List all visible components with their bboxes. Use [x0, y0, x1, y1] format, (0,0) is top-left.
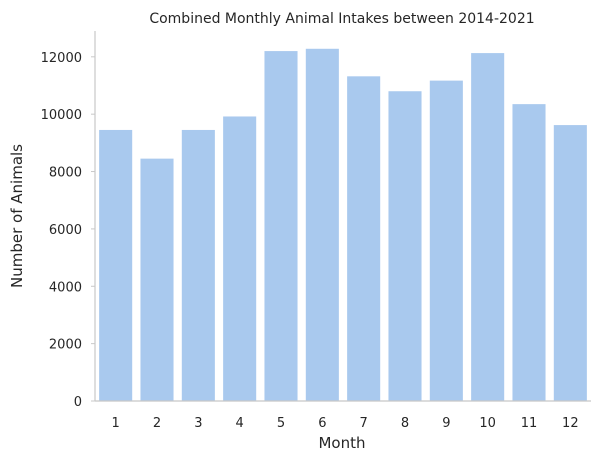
x-tick-label: 11	[521, 416, 538, 431]
x-tick-label: 4	[236, 416, 244, 431]
x-tick-label: 1	[112, 416, 120, 431]
bar-month-12	[553, 125, 587, 402]
bar-month-3	[181, 129, 215, 401]
bar-month-7	[347, 76, 381, 401]
y-axis-label: Number of Animals	[8, 144, 26, 288]
bars-group	[99, 48, 587, 402]
x-tick-label: 6	[318, 416, 326, 431]
x-tick-label: 2	[153, 416, 161, 431]
bar-month-1	[99, 129, 133, 401]
bar-month-5	[264, 51, 298, 402]
bar-month-2	[140, 158, 174, 401]
x-tick-label: 9	[442, 416, 450, 431]
x-tick-label: 3	[194, 416, 202, 431]
y-tick-label: 10000	[41, 108, 82, 123]
x-tick-label: 5	[277, 416, 285, 431]
bar-month-6	[305, 48, 339, 401]
bar-month-10	[471, 53, 505, 402]
x-tick-labels: 1 2 3 4 5 6 7 8 9 10 11 12	[112, 416, 579, 431]
x-tick-label: 7	[360, 416, 368, 431]
bar-month-11	[512, 104, 546, 402]
chart-title: Combined Monthly Animal Intakes between …	[149, 11, 534, 27]
y-tick-label: 12000	[41, 51, 82, 66]
x-tick-label: 12	[562, 416, 579, 431]
y-tick-label: 6000	[49, 223, 82, 238]
y-ticks: 0 2000 4000 6000 8000 10000 12000	[41, 51, 95, 410]
bar-month-4	[223, 116, 257, 401]
bar-month-8	[388, 91, 422, 402]
x-axis-label: Month	[318, 434, 365, 452]
y-tick-label: 8000	[49, 166, 82, 181]
x-tick-label: 8	[401, 416, 409, 431]
y-tick-label: 2000	[49, 338, 82, 353]
y-tick-label: 4000	[49, 280, 82, 295]
x-tick-label: 10	[479, 416, 496, 431]
bar-month-9	[429, 80, 463, 402]
y-tick-label: 0	[74, 395, 82, 410]
